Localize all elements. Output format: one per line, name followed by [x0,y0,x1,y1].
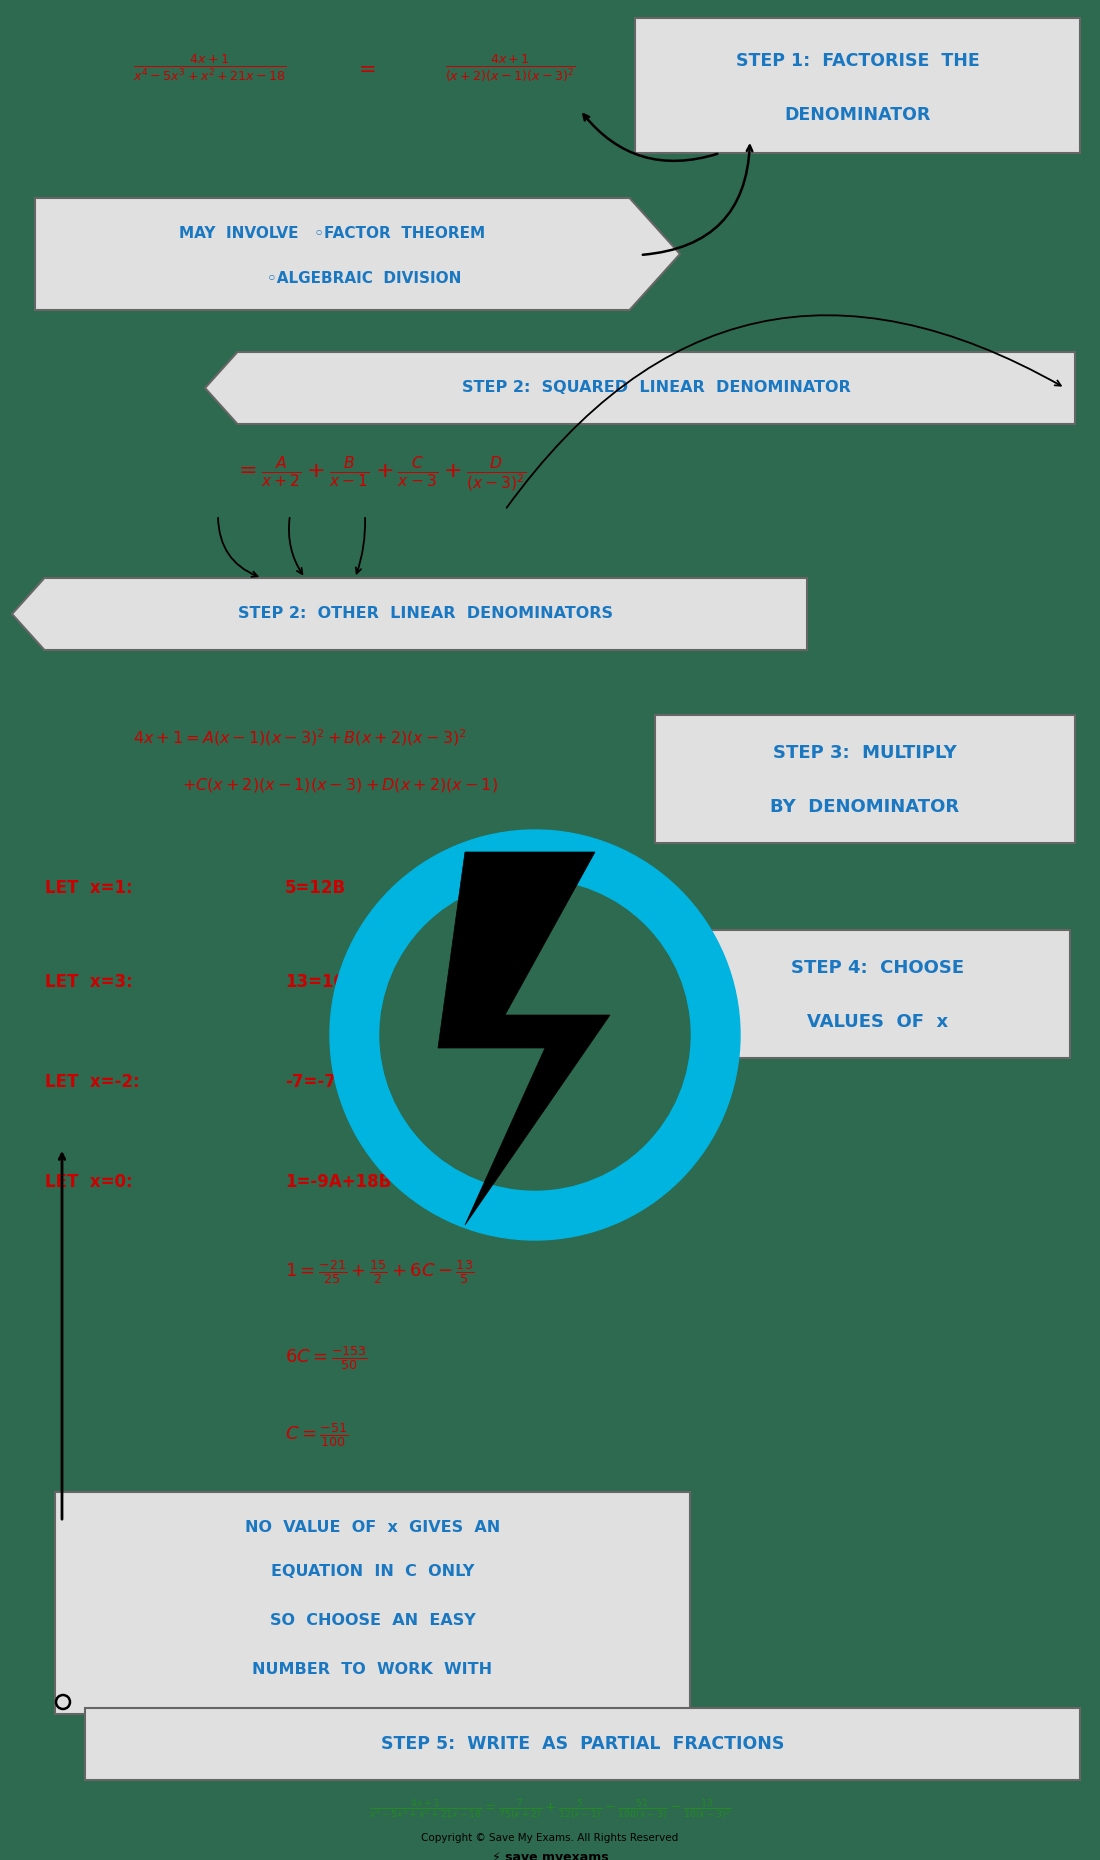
Text: $C=\frac{-51}{100}$: $C=\frac{-51}{100}$ [285,1421,349,1449]
Circle shape [379,880,690,1190]
FancyBboxPatch shape [654,714,1075,843]
Text: $+C(x+2)(x-1)(x-3)+D(x+2)(x-1)$: $+C(x+2)(x-1)(x-3)+D(x+2)(x-1)$ [182,776,498,794]
Text: 1=-9A+18B+6C-2D: 1=-9A+18B+6C-2D [285,1174,462,1190]
Text: STEP 3:  MULTIPLY: STEP 3: MULTIPLY [773,744,957,763]
Text: $A=\frac{7}{75}$: $A=\frac{7}{75}$ [505,1068,559,1096]
Polygon shape [438,852,610,1226]
Text: STEP 1:  FACTORISE  THE: STEP 1: FACTORISE THE [736,52,979,71]
Text: Copyright © Save My Exams. All Rights Reserved: Copyright © Save My Exams. All Rights Re… [421,1832,679,1843]
Text: MAY  INVOLVE   ◦FACTOR  THEOREM: MAY INVOLVE ◦FACTOR THEOREM [179,227,485,242]
Polygon shape [35,197,680,311]
Polygon shape [205,352,1075,424]
Text: NO  VALUE  OF  x  GIVES  AN: NO VALUE OF x GIVES AN [245,1520,500,1534]
Text: STEP 2:  SQUARED  LINEAR  DENOMINATOR: STEP 2: SQUARED LINEAR DENOMINATOR [462,381,850,396]
Text: LET  x=0:: LET x=0: [45,1174,133,1190]
Text: $6C=\frac{-153}{50}$: $6C=\frac{-153}{50}$ [285,1345,367,1373]
Text: ⚡ save myexams: ⚡ save myexams [492,1851,608,1860]
Text: LET  x=1:: LET x=1: [45,880,133,897]
FancyBboxPatch shape [635,19,1080,153]
Text: STEP 2:  OTHER  LINEAR  DENOMINATORS: STEP 2: OTHER LINEAR DENOMINATORS [239,606,613,621]
Text: 5=12B: 5=12B [285,880,346,897]
Text: $\frac{4x+1}{x^4-5x^3+x^2+21x-18}$: $\frac{4x+1}{x^4-5x^3+x^2+21x-18}$ [133,52,287,84]
Text: EQUATION  IN  C  ONLY: EQUATION IN C ONLY [271,1564,474,1579]
Text: $D=\frac{13}{10}$: $D=\frac{13}{10}$ [505,967,559,995]
Text: BY  DENOMINATOR: BY DENOMINATOR [770,798,959,817]
Text: -7=-75A: -7=-75A [285,1073,361,1092]
Text: $B=\frac{5}{12}$: $B=\frac{5}{12}$ [505,874,558,902]
Circle shape [330,830,740,1241]
Text: $4x+1=A(x-1)(x-3)^2+B(x+2)(x-3)^2$: $4x+1=A(x-1)(x-3)^2+B(x+2)(x-3)^2$ [133,727,466,748]
FancyBboxPatch shape [55,1492,690,1715]
FancyBboxPatch shape [685,930,1070,1058]
Text: STEP 4:  CHOOSE: STEP 4: CHOOSE [791,960,964,976]
Text: VALUES  OF  x: VALUES OF x [807,1014,948,1030]
Text: $\frac{4x+1}{(x+2)(x-1)(x-3)^2}$: $\frac{4x+1}{(x+2)(x-1)(x-3)^2}$ [444,52,575,84]
Text: LET  x=3:: LET x=3: [45,973,133,991]
Text: $=$: $=$ [354,58,376,78]
Text: DENOMINATOR: DENOMINATOR [784,106,931,125]
FancyBboxPatch shape [85,1707,1080,1780]
Text: 13=10D: 13=10D [285,973,359,991]
Polygon shape [12,578,807,649]
Text: $=\frac{A}{x+2}+\frac{B}{x-1}+\frac{C}{x-3}+\frac{D}{(x-3)^2}$: $=\frac{A}{x+2}+\frac{B}{x-1}+\frac{C}{x… [234,456,526,495]
Text: $\frac{4x+1}{x^4-5x^3+x^2+21x-18}=\frac{7}{75(x+2)}+\frac{5}{12(x-1)}-\frac{51}{: $\frac{4x+1}{x^4-5x^3+x^2+21x-18}=\frac{… [368,1797,732,1823]
Text: STEP 5:  WRITE  AS  PARTIAL  FRACTIONS: STEP 5: WRITE AS PARTIAL FRACTIONS [381,1735,784,1752]
Text: LET  x=-2:: LET x=-2: [45,1073,140,1092]
Text: NUMBER  TO  WORK  WITH: NUMBER TO WORK WITH [252,1663,493,1678]
Text: $1=\frac{-21}{25}+\frac{15}{2}+6C-\frac{13}{5}$: $1=\frac{-21}{25}+\frac{15}{2}+6C-\frac{… [285,1257,474,1285]
Text: ◦ALGEBRAIC  DIVISION: ◦ALGEBRAIC DIVISION [204,272,461,286]
Text: SO  CHOOSE  AN  EASY: SO CHOOSE AN EASY [270,1613,475,1628]
